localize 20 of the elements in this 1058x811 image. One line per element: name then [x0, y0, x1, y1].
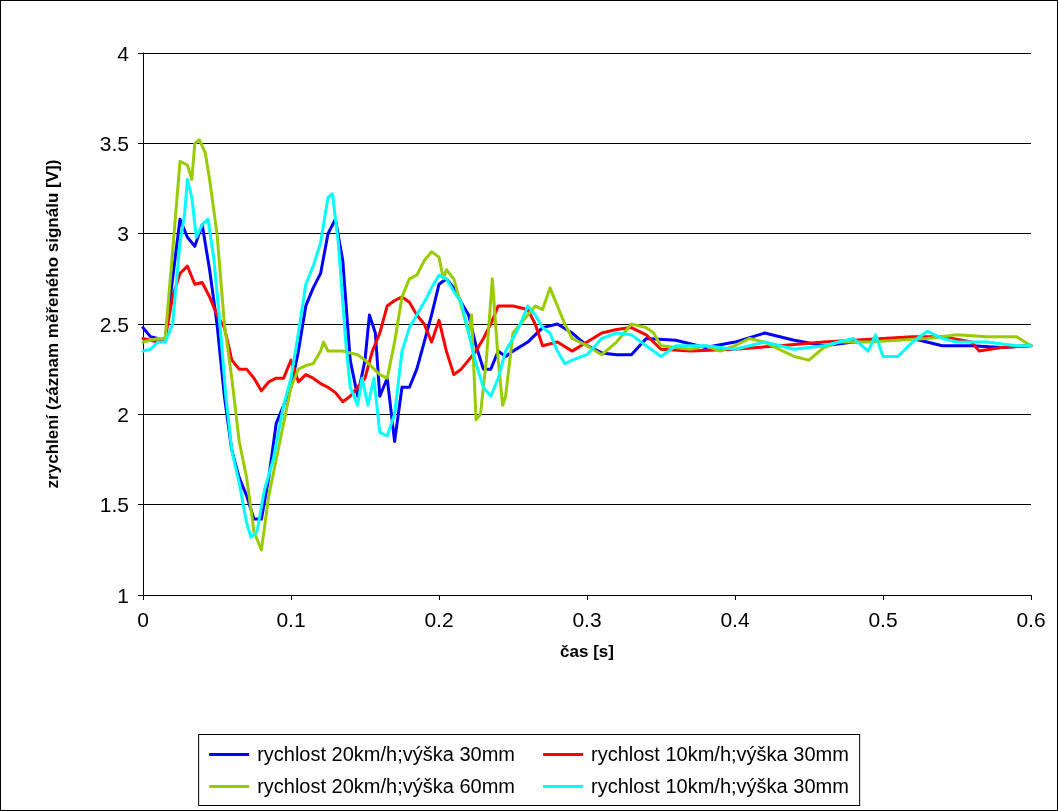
- x-tick-label: 0.3: [572, 608, 602, 631]
- x-tick-label: 0.2: [424, 608, 454, 631]
- legend-label: rychlost 20km/h;výška 30mm: [257, 742, 515, 767]
- y-tick-label: 3: [117, 222, 129, 246]
- x-tick-label: 0.4: [720, 608, 750, 631]
- y-axis-title: zrychlení (záznam měřeného signálu [V]): [43, 159, 62, 489]
- x-tick-label: 0.1: [276, 608, 306, 631]
- y-tick-label: 4: [117, 41, 130, 65]
- legend-label: rychlost 10km/h;výška 30mm: [591, 774, 849, 799]
- y-tick-label: 1: [117, 583, 129, 607]
- legend-label: rychlost 10km/h;výška 30mm: [591, 742, 849, 767]
- x-tick-label: 0.5: [868, 608, 898, 631]
- y-tick-label: 1.5: [99, 493, 129, 517]
- y-tick-label: 2: [117, 402, 129, 426]
- legend-label: rychlost 20km/h;výška 60mm: [257, 774, 515, 799]
- x-tick-label: 0: [137, 608, 149, 631]
- y-tick-label: 2.5: [99, 312, 129, 336]
- x-axis-title: čas [s]: [560, 642, 614, 661]
- x-tick-label: 0.6: [1016, 608, 1046, 631]
- y-tick-label: 3.5: [99, 131, 129, 155]
